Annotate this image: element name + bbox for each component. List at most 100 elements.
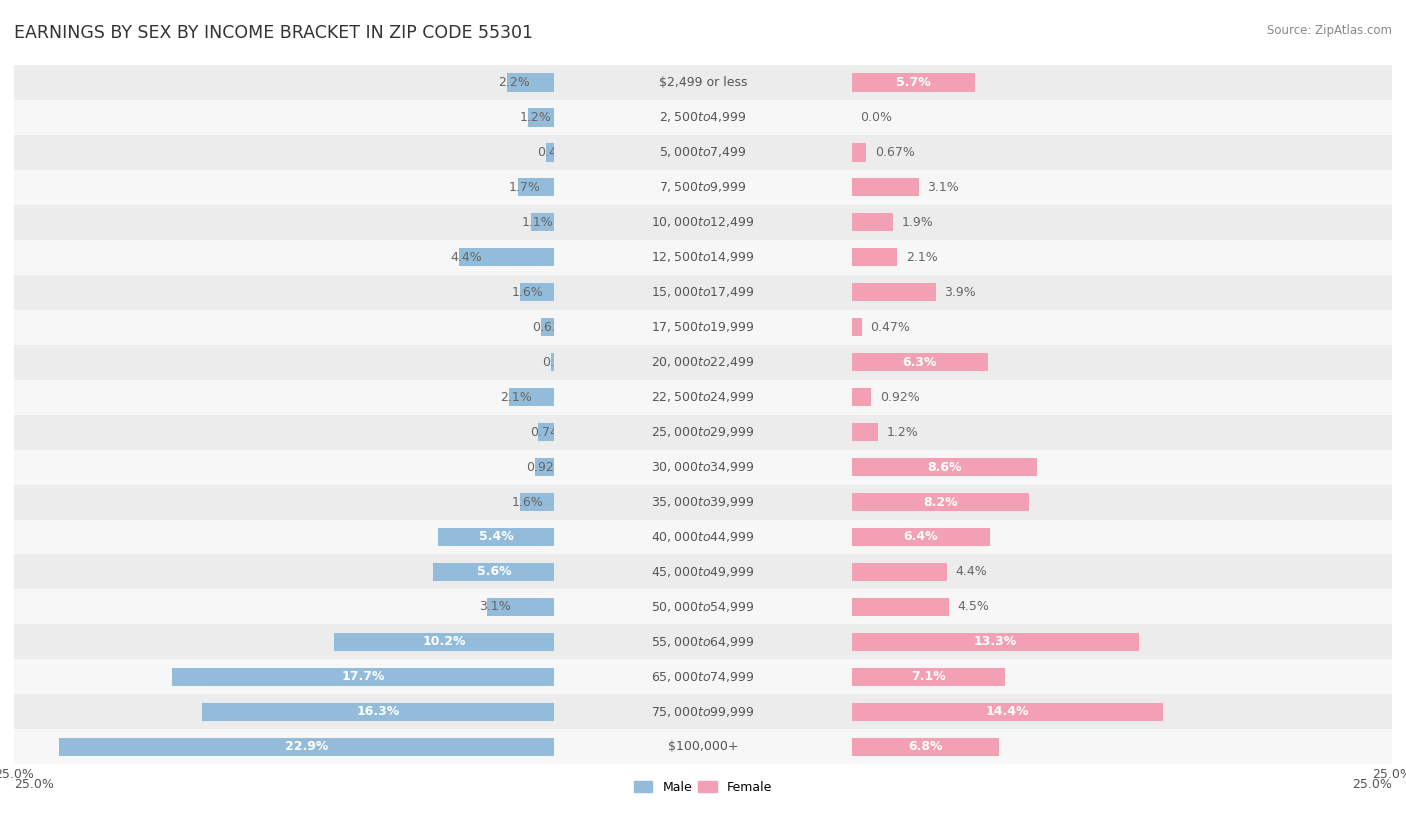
Text: 14.4%: 14.4% bbox=[986, 706, 1029, 718]
Bar bbox=[852, 310, 1392, 345]
Text: $2,500 to $4,999: $2,500 to $4,999 bbox=[659, 111, 747, 124]
Text: 2.2%: 2.2% bbox=[498, 76, 530, 89]
Bar bbox=[852, 493, 1029, 511]
Text: 25.0%: 25.0% bbox=[1353, 778, 1392, 791]
Bar bbox=[554, 694, 852, 729]
Text: $17,500 to $19,999: $17,500 to $19,999 bbox=[651, 320, 755, 334]
Text: 2.1%: 2.1% bbox=[905, 251, 938, 263]
Bar bbox=[852, 318, 862, 337]
Text: $50,000 to $54,999: $50,000 to $54,999 bbox=[651, 600, 755, 614]
Text: $12,500 to $14,999: $12,500 to $14,999 bbox=[651, 250, 755, 264]
Text: $75,000 to $99,999: $75,000 to $99,999 bbox=[651, 705, 755, 719]
Text: 0.63%: 0.63% bbox=[531, 321, 572, 333]
Bar bbox=[14, 240, 554, 275]
Bar bbox=[509, 388, 554, 406]
Bar bbox=[14, 205, 554, 240]
Text: 6.3%: 6.3% bbox=[903, 356, 936, 368]
Bar bbox=[554, 275, 852, 310]
Bar bbox=[852, 520, 1392, 554]
Bar bbox=[852, 170, 1392, 205]
Bar bbox=[14, 275, 554, 310]
Bar bbox=[852, 240, 1392, 275]
Bar bbox=[14, 380, 554, 415]
Text: $40,000 to $44,999: $40,000 to $44,999 bbox=[651, 530, 755, 544]
Bar bbox=[852, 729, 1392, 764]
Bar bbox=[551, 353, 554, 372]
Bar bbox=[852, 283, 936, 302]
Bar bbox=[852, 345, 1392, 380]
Bar bbox=[529, 108, 554, 127]
Bar bbox=[14, 485, 554, 520]
Bar bbox=[852, 275, 1392, 310]
Text: $22,500 to $24,999: $22,500 to $24,999 bbox=[651, 390, 755, 404]
Bar bbox=[335, 633, 554, 651]
Bar bbox=[520, 283, 554, 302]
Text: $15,000 to $17,499: $15,000 to $17,499 bbox=[651, 285, 755, 299]
Bar bbox=[202, 702, 554, 721]
Text: 5.7%: 5.7% bbox=[896, 76, 931, 89]
Bar bbox=[852, 205, 1392, 240]
Bar bbox=[852, 248, 897, 267]
Bar bbox=[14, 310, 554, 345]
Bar bbox=[852, 380, 1392, 415]
Text: $7,500 to $9,999: $7,500 to $9,999 bbox=[659, 180, 747, 194]
Text: $45,000 to $49,999: $45,000 to $49,999 bbox=[651, 565, 755, 579]
Text: 1.2%: 1.2% bbox=[886, 426, 918, 438]
Bar bbox=[852, 528, 990, 546]
Bar bbox=[14, 450, 554, 485]
Bar bbox=[852, 353, 988, 372]
Bar bbox=[554, 520, 852, 554]
Text: $20,000 to $22,499: $20,000 to $22,499 bbox=[651, 355, 755, 369]
Text: $100,000+: $100,000+ bbox=[668, 741, 738, 753]
Bar bbox=[852, 458, 1038, 476]
Bar bbox=[852, 659, 1392, 694]
Text: 0.47%: 0.47% bbox=[870, 321, 910, 333]
Bar bbox=[14, 170, 554, 205]
Bar bbox=[546, 143, 554, 162]
Text: 5.4%: 5.4% bbox=[478, 531, 513, 543]
Bar bbox=[14, 65, 554, 100]
Bar bbox=[14, 415, 554, 450]
Text: 0.92%: 0.92% bbox=[526, 461, 565, 473]
Text: 3.1%: 3.1% bbox=[927, 181, 959, 193]
Bar bbox=[541, 318, 554, 337]
Bar bbox=[172, 667, 554, 686]
Bar bbox=[852, 563, 946, 581]
Bar bbox=[852, 388, 872, 406]
Bar bbox=[852, 450, 1392, 485]
Text: 1.7%: 1.7% bbox=[509, 181, 541, 193]
Bar bbox=[554, 240, 852, 275]
Bar bbox=[530, 213, 554, 232]
Bar bbox=[852, 694, 1392, 729]
Text: 1.9%: 1.9% bbox=[901, 216, 934, 228]
Text: 0.41%: 0.41% bbox=[537, 146, 576, 159]
Text: 4.4%: 4.4% bbox=[451, 251, 482, 263]
Bar bbox=[852, 485, 1392, 520]
Bar bbox=[538, 423, 554, 441]
Text: 13.3%: 13.3% bbox=[974, 636, 1017, 648]
Bar bbox=[852, 213, 893, 232]
Bar bbox=[14, 345, 554, 380]
Text: 1.1%: 1.1% bbox=[522, 216, 554, 228]
Bar bbox=[852, 554, 1392, 589]
Text: 0.67%: 0.67% bbox=[875, 146, 914, 159]
Text: $30,000 to $34,999: $30,000 to $34,999 bbox=[651, 460, 755, 474]
Bar bbox=[520, 493, 554, 511]
Text: 5.6%: 5.6% bbox=[477, 566, 512, 578]
Text: Source: ZipAtlas.com: Source: ZipAtlas.com bbox=[1267, 24, 1392, 37]
Bar bbox=[852, 702, 1163, 721]
Bar bbox=[554, 100, 852, 135]
Bar bbox=[554, 450, 852, 485]
Bar bbox=[14, 624, 554, 659]
Bar bbox=[433, 563, 554, 581]
Bar bbox=[488, 598, 554, 616]
Bar bbox=[852, 598, 949, 616]
Text: 17.7%: 17.7% bbox=[342, 671, 385, 683]
Bar bbox=[554, 310, 852, 345]
Text: $35,000 to $39,999: $35,000 to $39,999 bbox=[651, 495, 755, 509]
Bar bbox=[852, 100, 1392, 135]
Bar bbox=[852, 633, 1139, 651]
Bar bbox=[852, 667, 1005, 686]
Bar bbox=[852, 737, 998, 756]
Text: 1.6%: 1.6% bbox=[512, 286, 543, 298]
